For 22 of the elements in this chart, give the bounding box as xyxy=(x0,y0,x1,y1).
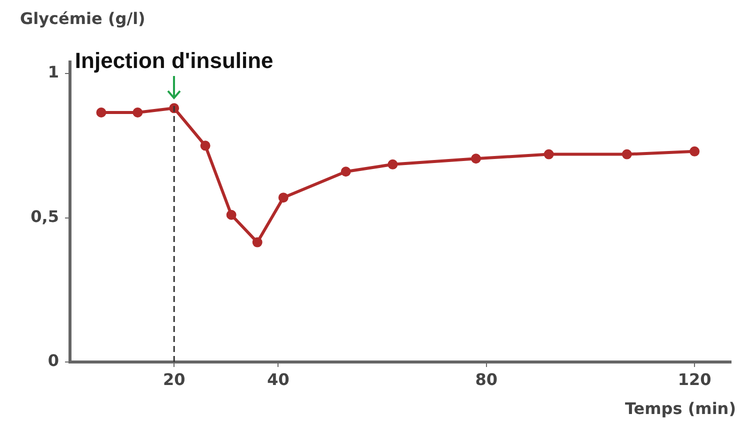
point xyxy=(200,140,210,151)
ref-line-label: Injection d'insuline xyxy=(74,48,274,74)
y-tick-label: 0 xyxy=(48,351,59,370)
y-tick-label: 1 xyxy=(48,62,59,82)
point xyxy=(388,159,398,170)
point xyxy=(278,192,288,203)
point xyxy=(96,107,106,118)
point xyxy=(690,146,700,156)
x-tick-label: 20 xyxy=(162,370,186,389)
point xyxy=(226,210,236,220)
point xyxy=(470,154,481,164)
y-axis-title: Glycémie (g/l) xyxy=(20,9,146,28)
x-tick-label: 120 xyxy=(678,370,712,389)
point xyxy=(132,107,143,118)
point xyxy=(252,237,262,248)
x-tick-label: 40 xyxy=(267,370,290,389)
point xyxy=(340,166,351,177)
x-tick-label: 80 xyxy=(475,370,498,389)
y-tick-label: 0,5 xyxy=(30,206,59,226)
point xyxy=(622,149,632,160)
point xyxy=(544,149,554,160)
x-axis-title: Temps (min) xyxy=(624,399,736,418)
